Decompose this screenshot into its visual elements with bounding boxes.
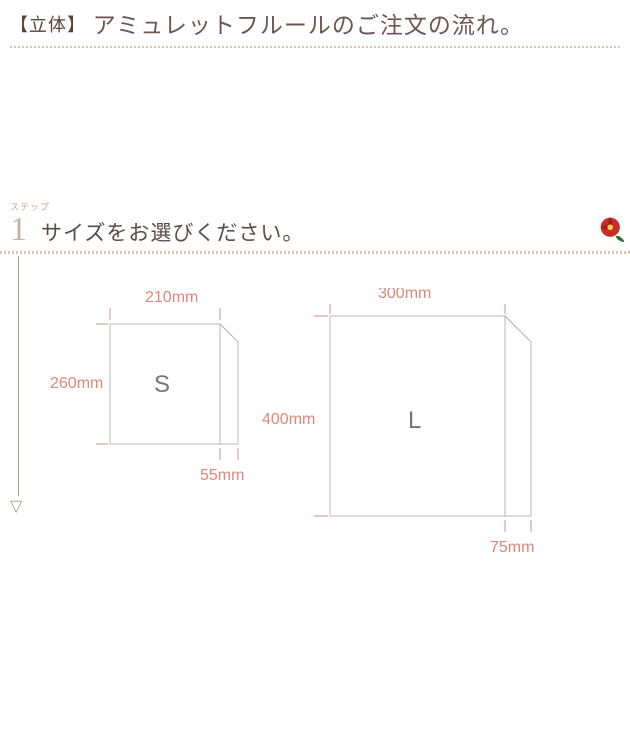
step-header: ステップ 1 サイズをお選びください。 bbox=[0, 200, 630, 254]
step-stem-arrow-icon: ▽ bbox=[10, 496, 22, 516]
size-l-height-label: 400mm bbox=[262, 411, 315, 428]
size-s-depth-label: 55mm bbox=[200, 467, 244, 484]
step-title: サイズをお選びください。 bbox=[41, 217, 304, 247]
size-s-side-face bbox=[220, 324, 238, 444]
step-number: 1 bbox=[10, 213, 27, 247]
size-l-group: 300mm 400mm L 75mm bbox=[262, 288, 534, 556]
size-l-depth-label: 75mm bbox=[490, 539, 534, 556]
page-title: 【立体】 アミュレットフルールのご注文の流れ。 bbox=[10, 6, 620, 40]
size-s-height-label: 260mm bbox=[50, 375, 103, 392]
size-l-side-face bbox=[505, 316, 531, 516]
size-s-group: 210mm 260mm S 55mm bbox=[50, 289, 244, 484]
title-text: アミュレットフルールのご注文の流れ。 bbox=[93, 13, 524, 38]
step-row: 1 サイズをお選びください。 bbox=[0, 213, 630, 247]
size-l-letter: L bbox=[408, 407, 421, 434]
size-l-width-label: 300mm bbox=[378, 288, 431, 302]
size-diagram-svg: 210mm 260mm S 55mm 300mm bbox=[50, 288, 610, 598]
title-tag: 【立体】 bbox=[10, 15, 86, 35]
page-header: 【立体】 アミュレットフルールのご注文の流れ。 bbox=[0, 0, 630, 58]
size-diagram: 210mm 260mm S 55mm 300mm bbox=[50, 288, 620, 603]
size-s-letter: S bbox=[154, 371, 170, 398]
divider-rule bbox=[10, 46, 620, 48]
camellia-icon bbox=[598, 215, 626, 243]
step-divider-rule bbox=[0, 251, 630, 254]
size-s-width-label: 210mm bbox=[145, 289, 198, 306]
step-stem-line bbox=[18, 256, 19, 496]
step-caption: ステップ bbox=[0, 200, 630, 213]
